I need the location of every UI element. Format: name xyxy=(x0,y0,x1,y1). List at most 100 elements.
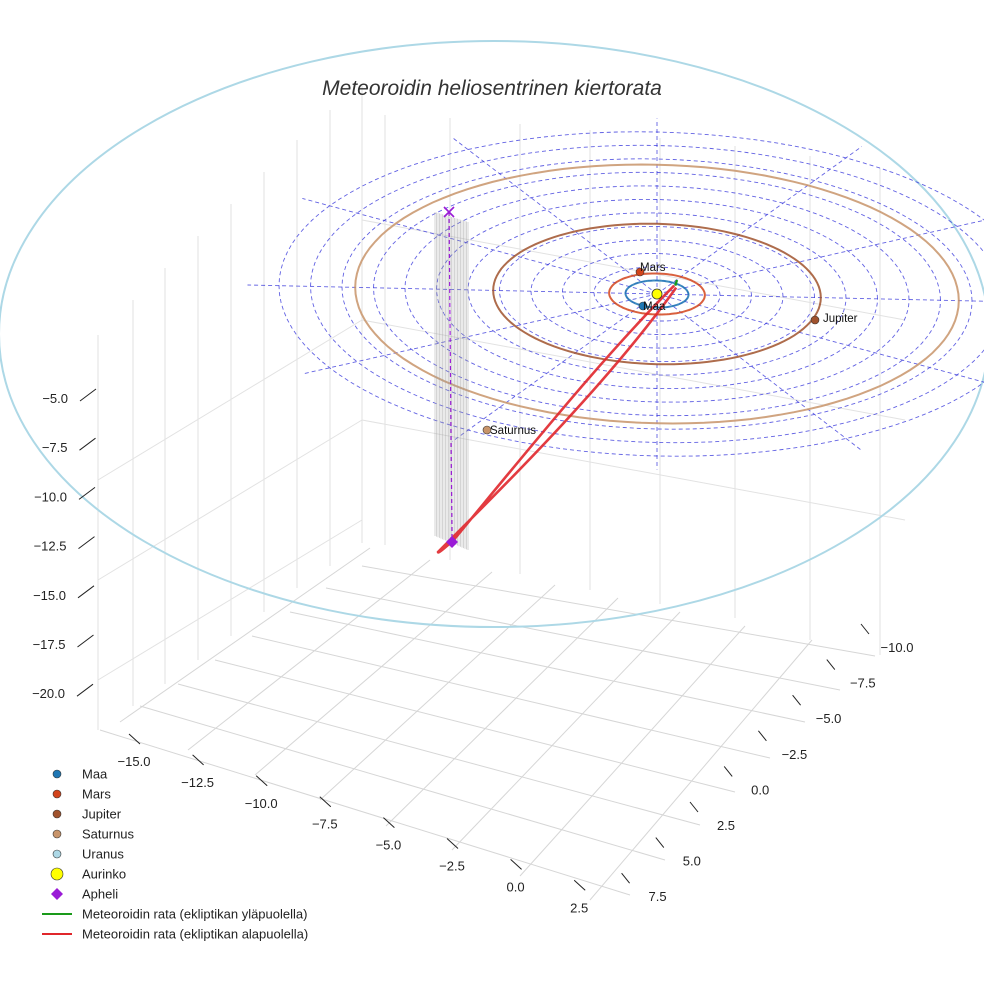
z-tick-label: −17.5 xyxy=(33,637,66,652)
y-tick-mark xyxy=(621,872,630,884)
z-tick-label: −15.0 xyxy=(33,588,66,603)
x-tick-mark xyxy=(192,754,204,766)
orbit-jupiter xyxy=(492,222,822,366)
x-tick-mark xyxy=(128,733,141,745)
legend-label: Saturnus xyxy=(82,827,135,842)
aphelion-projection-marker xyxy=(443,206,455,218)
z-tick-mark xyxy=(79,388,97,402)
grid-line xyxy=(589,639,813,901)
grid-line xyxy=(361,219,906,321)
reference-spoke xyxy=(656,293,984,383)
x-tick-label: −5.0 xyxy=(376,838,402,853)
z-tick-mark xyxy=(77,585,95,599)
legend-swatch-circle xyxy=(52,769,62,779)
y-tick-label: −7.5 xyxy=(850,676,876,691)
y-tick-label: −10.0 xyxy=(881,640,914,655)
z-tick-label: −20.0 xyxy=(32,686,65,701)
planet-label-saturnus: Saturnus xyxy=(490,425,536,437)
z-tick-mark xyxy=(76,683,94,697)
grid-line xyxy=(361,565,876,657)
grid-line xyxy=(177,683,701,826)
x-tick-mark xyxy=(319,796,332,808)
grid-line xyxy=(139,705,666,861)
x-tick-label: −7.5 xyxy=(312,817,338,832)
meteoroid-orbit xyxy=(434,211,679,554)
grid-line xyxy=(97,419,363,581)
meteoroid-orbit-below xyxy=(436,284,678,554)
reference-spoke xyxy=(656,146,863,295)
legend-label: Jupiter xyxy=(82,807,122,822)
grid-line xyxy=(385,597,619,827)
grid-line xyxy=(254,571,493,776)
chart-markers: Maa Mars Jupiter Saturnus xyxy=(443,206,858,548)
grid-line xyxy=(119,547,371,723)
ecliptic-reference-circles xyxy=(0,40,984,628)
grid-line xyxy=(325,587,841,691)
reference-spoke xyxy=(302,293,658,375)
y-tick-label: 2.5 xyxy=(717,818,735,833)
chart-title: Meteoroidin heliosentrinen kiertorata xyxy=(322,77,662,100)
reference-spoke xyxy=(656,293,984,302)
z-tick-mark xyxy=(78,536,95,549)
y-tick-mark xyxy=(689,801,699,813)
reference-spoke xyxy=(302,198,658,295)
z-tick-label: −10.0 xyxy=(34,489,67,504)
grid-line xyxy=(97,519,363,681)
legend-label: Aurinko xyxy=(82,867,126,882)
x-tick-label: 2.5 xyxy=(570,900,588,915)
z-tick-label: −12.5 xyxy=(34,539,67,554)
x-tick-mark xyxy=(255,775,268,787)
reference-spoke xyxy=(247,284,658,295)
grid-line xyxy=(214,659,736,793)
legend-swatch-diamond xyxy=(51,888,63,900)
z-tick-label: −7.5 xyxy=(42,440,68,455)
x-tick-label: 0.0 xyxy=(507,879,525,894)
planet-label-mars: Mars xyxy=(640,262,666,274)
legend-label: Meteoroidin rata (ekliptikan yläpuolella… xyxy=(82,907,307,922)
planet-orbits xyxy=(354,163,960,425)
grid-line xyxy=(451,611,681,851)
sun-marker xyxy=(651,288,663,300)
legend-label: Uranus xyxy=(82,847,124,862)
legend-label: Mars xyxy=(82,787,111,802)
z-tick-mark xyxy=(78,486,96,500)
planet-marker-saturnus xyxy=(482,425,492,435)
x-tick-mark xyxy=(383,817,395,828)
planet-marker-jupiter xyxy=(810,315,820,325)
x-tick-label: −2.5 xyxy=(439,859,465,874)
x-tick-mark xyxy=(446,838,459,849)
x-tick-label: −15.0 xyxy=(118,754,151,769)
axis-ticks: −5.0 −7.5 −10.0 −12.5 −15.0 −17.5 −20.0 −15.0 −1… xyxy=(32,388,914,915)
legend-swatch-circle xyxy=(52,849,62,859)
reference-spoke xyxy=(656,293,863,451)
z-tick-mark xyxy=(79,437,96,451)
x-tick-label: −10.0 xyxy=(245,796,278,811)
x-tick-label: −12.5 xyxy=(181,775,214,790)
y-tick-label: 0.0 xyxy=(751,782,769,797)
y-tick-mark xyxy=(655,837,665,848)
y-tick-mark xyxy=(758,730,767,742)
grid-line xyxy=(319,584,556,801)
legend-swatch-circle xyxy=(52,809,62,819)
grid-line xyxy=(519,625,746,877)
x-tick-mark xyxy=(573,879,586,891)
grid-line xyxy=(187,559,431,751)
planet-marker-maa xyxy=(638,301,648,311)
planet-label-jupiter: Jupiter xyxy=(823,313,858,325)
legend: Maa Mars Jupiter Saturnus Uranus Aurinko Aphel… xyxy=(42,767,308,942)
x-tick-mark xyxy=(510,859,522,870)
legend-label: Apheli xyxy=(82,887,118,902)
orbit-saturnus xyxy=(354,163,960,425)
legend-swatch-circle xyxy=(52,829,62,839)
y-tick-mark xyxy=(792,694,801,706)
y-tick-mark xyxy=(826,659,836,670)
axis-grid xyxy=(97,86,906,901)
legend-label: Maa xyxy=(82,767,108,782)
grid-line xyxy=(99,729,631,896)
y-tick-label: −5.0 xyxy=(816,711,842,726)
aphelion-marker xyxy=(446,536,458,548)
orbit-mars xyxy=(608,272,706,316)
aphelion-projection-line xyxy=(448,211,453,539)
legend-label: Meteoroidin rata (ekliptikan alapuolella… xyxy=(82,927,308,942)
orbit-maa xyxy=(624,279,690,309)
